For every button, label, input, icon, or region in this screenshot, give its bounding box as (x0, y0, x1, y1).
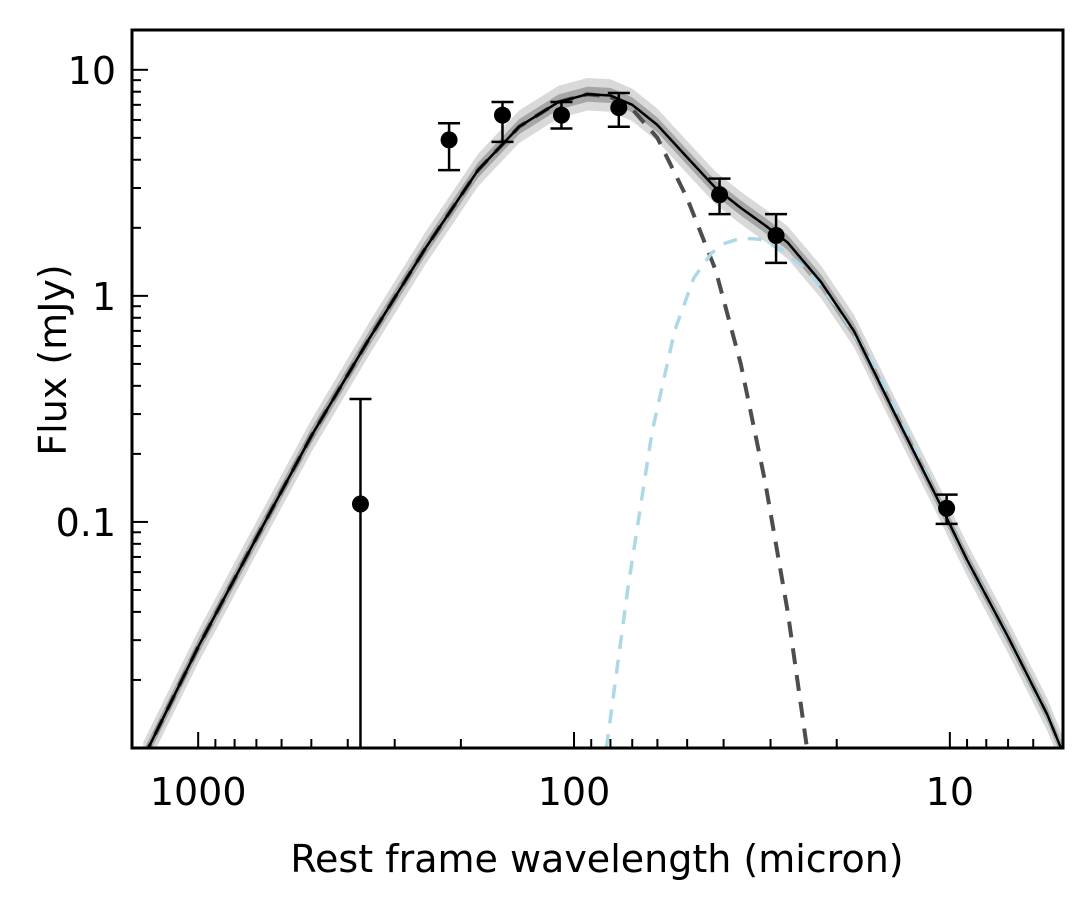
data-point-1 (438, 122, 461, 172)
data-point-7 (935, 493, 958, 526)
data-marker (767, 226, 785, 244)
data-point-6 (765, 212, 788, 265)
plot-layer (143, 77, 1063, 748)
data-point-2 (491, 100, 514, 144)
labels-layer: 1000 100 10 10 1 0.1 (56, 49, 974, 814)
plot-frame (130, 28, 1065, 750)
data-marker (351, 495, 369, 513)
x-tick-label: 1000 (150, 770, 247, 814)
data-marker (610, 99, 628, 117)
y-axis-title: Flux (mJy) (31, 264, 75, 455)
data-marker (493, 106, 511, 124)
data-marker (440, 131, 458, 149)
x-tick-label: 10 (926, 770, 974, 814)
data-marker (711, 186, 729, 204)
y-tick-label: 0.1 (56, 501, 116, 545)
data-point-3 (550, 100, 573, 130)
x-tick-label: 100 (538, 770, 611, 814)
total-model-line (146, 92, 1063, 748)
x-axis-title: Rest frame wavelength (micron) (290, 837, 903, 881)
data-marker (552, 106, 570, 124)
data-marker (938, 499, 956, 517)
y-tick-label: 1 (92, 275, 116, 319)
data-point-4 (607, 91, 630, 128)
data-point-5 (708, 177, 731, 216)
y-tick-label: 10 (68, 49, 116, 93)
